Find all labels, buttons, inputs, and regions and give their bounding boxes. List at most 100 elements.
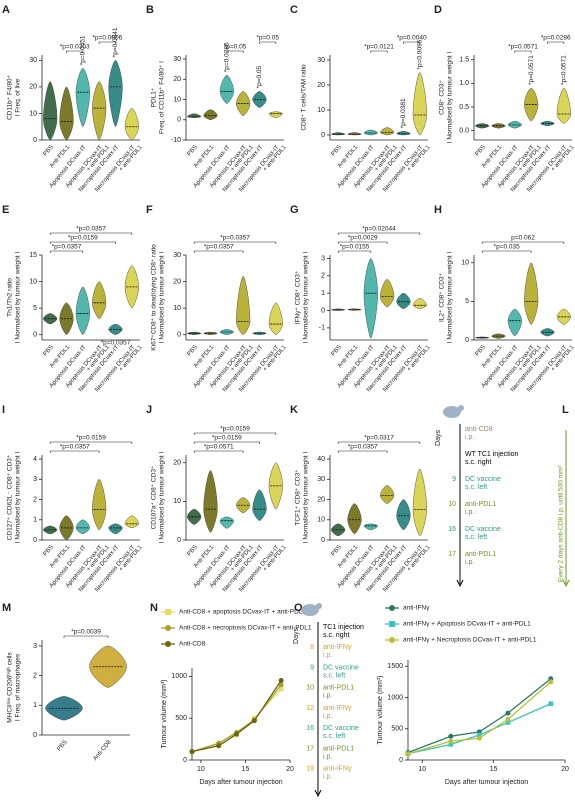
- series-point: [216, 743, 222, 749]
- y-axis-label: Tumour volume (mm³): [161, 680, 168, 749]
- y-tick-label: 20: [173, 76, 181, 83]
- y-axis-label: I Normalised by tumour weight I: [159, 452, 166, 544]
- y-tick-label: 1: [33, 517, 37, 524]
- x-axis-label: Days after tumour injection: [199, 779, 282, 786]
- p-value: *p=0.0317: [364, 435, 394, 442]
- violin: [475, 123, 490, 129]
- y-tick-label: 0: [321, 132, 325, 139]
- y-tick-label: 0.5: [459, 104, 469, 111]
- day-number: 16: [306, 725, 314, 732]
- timeline-event: DC vaccine: [323, 664, 359, 671]
- p-value: *p=0.0155: [340, 244, 370, 251]
- x-tick-label: 15: [490, 766, 498, 773]
- x-tick-label: PBS: [475, 344, 487, 357]
- violin: [524, 87, 539, 122]
- y-tick-label: 500: [175, 715, 187, 722]
- violin: [556, 308, 571, 325]
- y-tick-label: 0: [33, 537, 37, 544]
- y-tick-label: 10: [29, 278, 37, 285]
- panel-letter: B: [146, 4, 154, 16]
- timeline-event: DC vaccine: [465, 476, 501, 483]
- violin: [380, 485, 395, 504]
- day-number: 16: [448, 526, 456, 533]
- y-tick-label: 30: [173, 252, 181, 259]
- x-tick-label: 15: [242, 766, 250, 773]
- y-tick-label: 2: [321, 273, 325, 280]
- timeline-event: TC1 injection: [323, 624, 364, 631]
- p-value: *p=0.0571: [561, 55, 568, 85]
- series-line: [407, 681, 552, 755]
- violin: [347, 308, 362, 311]
- violin: [412, 72, 427, 136]
- p-value: *p=0.0040: [397, 35, 427, 42]
- y-tick-label: 30: [29, 57, 37, 64]
- p-value: *p=0.05: [256, 65, 263, 88]
- y-tick-label: 1: [33, 702, 37, 709]
- timeline-event: anti-PDL1: [323, 745, 354, 752]
- timeline-event: i.p.: [323, 753, 332, 760]
- p-value: *p=0.0006: [92, 35, 122, 42]
- side-note-line: [562, 430, 570, 588]
- y-tick-label: 20: [317, 82, 325, 89]
- y-tick-label: 30: [317, 476, 325, 483]
- day-number: 12: [306, 705, 314, 712]
- p-value: *p=0.02044: [362, 226, 396, 233]
- timeline-event: s.c. right: [323, 632, 350, 639]
- violin: [187, 508, 202, 525]
- x-tick-label: PBS: [43, 344, 55, 357]
- violin: [75, 286, 90, 335]
- p-value: *p=0.0571: [528, 55, 535, 85]
- p-value: *p=0.0357: [60, 444, 90, 451]
- timeline-event: anti-IFNγ: [323, 705, 352, 712]
- violin: [236, 91, 251, 116]
- y-tick-label: 2: [33, 496, 37, 503]
- day-number: 8: [310, 644, 314, 651]
- p-value: *p=0.0571: [508, 44, 538, 51]
- violin: [540, 120, 555, 127]
- violin: [92, 281, 107, 319]
- p-value: *p=0.0029: [348, 235, 378, 242]
- p-value: *p=0.0451: [80, 35, 87, 65]
- y-tick-label: 1500: [387, 663, 403, 670]
- p-value: *p=0.0357: [348, 444, 378, 451]
- violin: [363, 258, 378, 339]
- panel-letter: F: [146, 204, 153, 216]
- timeline-axis: [314, 622, 322, 798]
- series-point: [548, 701, 554, 707]
- violin: [396, 131, 411, 136]
- violin: [59, 302, 74, 335]
- p-value: *p=0.0159: [76, 435, 106, 442]
- significance-bracket: [193, 241, 277, 244]
- p-value: *p=0.0159: [220, 426, 250, 433]
- violin: [268, 111, 283, 118]
- y-axis-label: Tumour volume (mm³): [377, 676, 384, 745]
- violin: [236, 276, 251, 335]
- series-line: [191, 684, 282, 753]
- legend-label: anti-IFNγ + Apoptosis DCvax-IT + anti-PD…: [403, 621, 531, 628]
- p-value: *p=0.0286: [224, 42, 231, 72]
- violin: [43, 313, 58, 325]
- y-tick-label: 20: [317, 496, 325, 503]
- x-axis-label: Days after tumour injection: [445, 779, 528, 786]
- day-number: 17: [306, 745, 314, 752]
- p-value: *p=0.0357: [220, 235, 250, 242]
- y-tick-label: 500: [391, 726, 403, 733]
- y-axis-label: I Normalised by tumour weight I: [447, 52, 454, 144]
- p-value: *p=0.0357: [52, 244, 82, 251]
- series-point: [278, 686, 284, 692]
- violin: [396, 292, 411, 309]
- day-number: 10: [306, 685, 314, 692]
- panel-letter: G: [290, 204, 299, 216]
- violin: [43, 525, 58, 535]
- mouse-icon: [316, 603, 322, 609]
- y-axis-label: I Normalised by tumour weight I: [447, 252, 454, 344]
- x-tick-label: PBS: [43, 544, 55, 557]
- timeline-event: WT TC1 injection: [465, 451, 519, 458]
- significance-bracket: [259, 41, 277, 44]
- y-tick-label: 0: [321, 307, 325, 314]
- timeline-event: anti-PDL1: [465, 501, 496, 508]
- days-label: Days: [293, 628, 300, 644]
- y-tick-label: 0: [177, 537, 181, 544]
